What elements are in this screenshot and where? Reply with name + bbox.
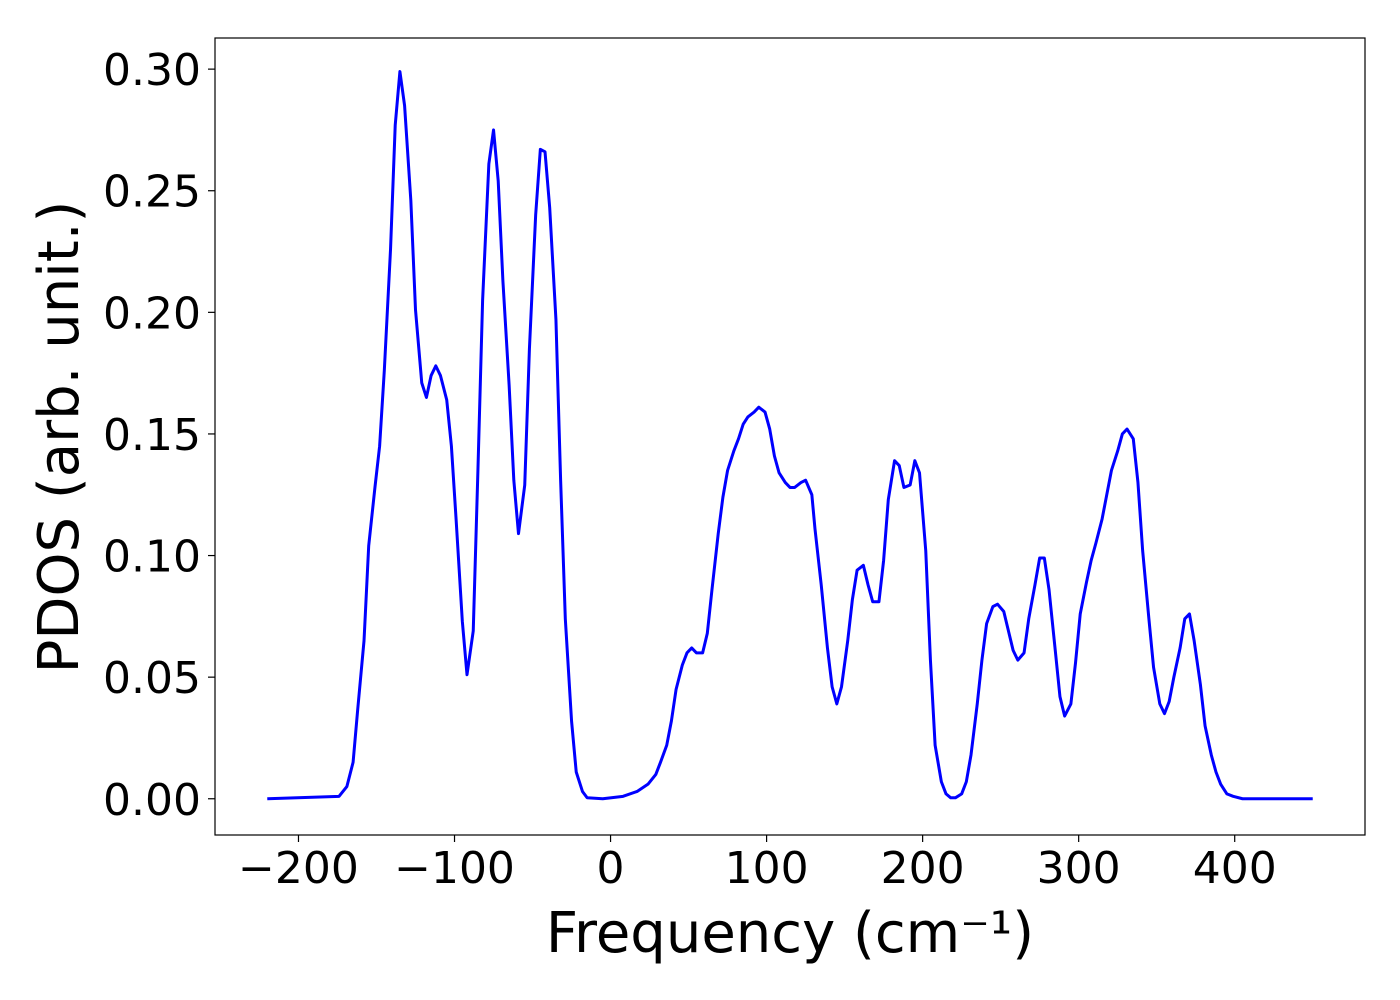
y-tick-label: 0.25 — [103, 167, 201, 218]
x-tick-label: 300 — [1037, 843, 1121, 894]
x-axis-label: Frequency (cm⁻¹) — [546, 901, 1034, 966]
x-tick-label: 200 — [881, 843, 965, 894]
x-tick-label: −100 — [394, 843, 515, 894]
y-tick-label: 0.15 — [103, 410, 201, 461]
x-tick-label: 0 — [597, 843, 625, 894]
y-tick-label: 0.00 — [103, 775, 201, 826]
x-tick-label: −200 — [238, 843, 359, 894]
x-tick-label: 100 — [725, 843, 809, 894]
y-tick-label: 0.05 — [103, 653, 201, 704]
y-tick-label: 0.20 — [103, 288, 201, 339]
y-tick-label: 0.30 — [103, 45, 201, 96]
plot-frame — [214, 37, 1366, 836]
y-tick-label: 0.10 — [103, 532, 201, 583]
y-axis-label: PDOS (arb. unit.) — [27, 201, 92, 674]
data-line — [267, 70, 1313, 801]
x-tick-label: 400 — [1193, 843, 1277, 894]
